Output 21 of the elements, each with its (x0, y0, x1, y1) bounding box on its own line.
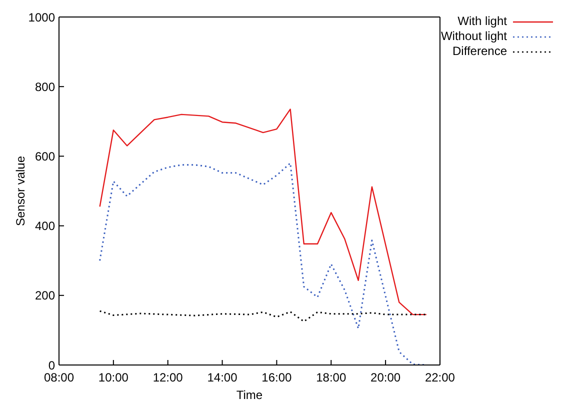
y-tick-label: 1000 (28, 10, 56, 24)
line-series (99, 310, 428, 322)
x-axis-title: Time (236, 388, 263, 402)
legend-label: Difference (452, 44, 507, 59)
legend-label: With light (458, 14, 507, 29)
x-tick-label: 22:00 (424, 370, 456, 385)
x-tick-label: 20:00 (370, 370, 401, 385)
y-tick-label: 0 (48, 358, 56, 372)
x-tick-label: 16:00 (262, 370, 292, 385)
y-axis-title: Sensor value (13, 156, 28, 226)
x-tick-label: 08:00 (44, 370, 74, 385)
y-tick-label: 200 (34, 288, 56, 303)
x-tick-label: 18:00 (316, 370, 346, 385)
legend-label: Without light (440, 29, 507, 44)
x-tick-label: 12:00 (152, 370, 184, 385)
x-tick-label: 14:00 (207, 370, 238, 385)
line-series (99, 108, 427, 316)
x-tick-label: 10:00 (98, 370, 129, 385)
y-tick-label: 600 (34, 149, 56, 164)
y-tick-label: 400 (34, 219, 56, 234)
y-tick-label: 800 (34, 80, 56, 94)
